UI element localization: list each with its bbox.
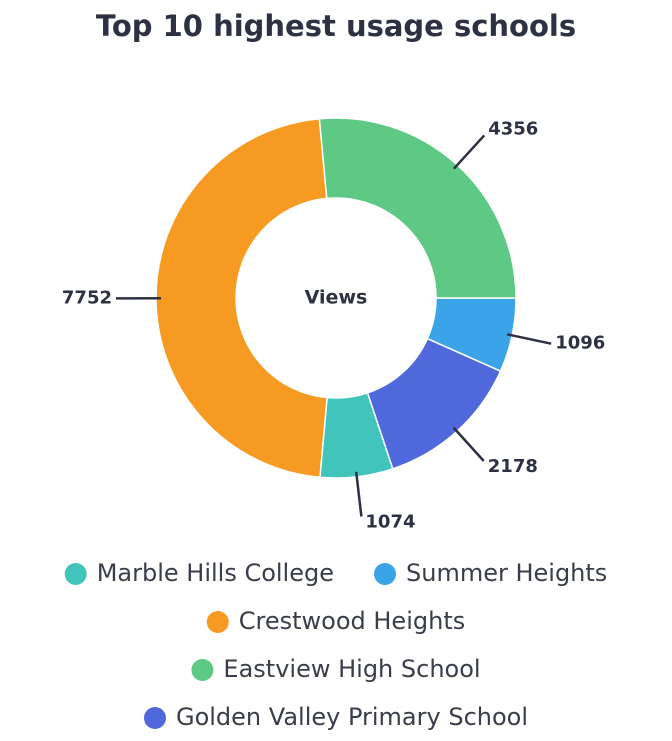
legend-marker bbox=[65, 563, 87, 585]
legend-marker bbox=[374, 563, 396, 585]
legend-label: Marble Hills College bbox=[97, 559, 334, 587]
legend-marker bbox=[207, 611, 229, 633]
leader-line bbox=[454, 135, 484, 168]
chart-title: Top 10 highest usage schools bbox=[96, 9, 576, 43]
center-label: Views bbox=[305, 287, 368, 309]
donut-slice bbox=[319, 118, 516, 298]
value-label: 1074 bbox=[365, 512, 415, 533]
donut-slice bbox=[156, 119, 327, 478]
value-label: 7752 bbox=[62, 287, 112, 308]
leader-line bbox=[454, 428, 484, 461]
legend-label: Golden Valley Primary School bbox=[176, 703, 528, 731]
legend-marker bbox=[191, 659, 213, 681]
leader-line bbox=[356, 472, 361, 517]
value-label: 2178 bbox=[488, 456, 538, 477]
legend-label: Summer Heights bbox=[406, 559, 607, 587]
value-label: 4356 bbox=[488, 118, 538, 139]
leader-line bbox=[507, 334, 551, 343]
legend-label: Eastview High School bbox=[223, 655, 480, 683]
legend-label: Crestwood Heights bbox=[239, 607, 465, 635]
value-label: 1096 bbox=[555, 333, 605, 354]
legend-marker bbox=[144, 707, 166, 729]
